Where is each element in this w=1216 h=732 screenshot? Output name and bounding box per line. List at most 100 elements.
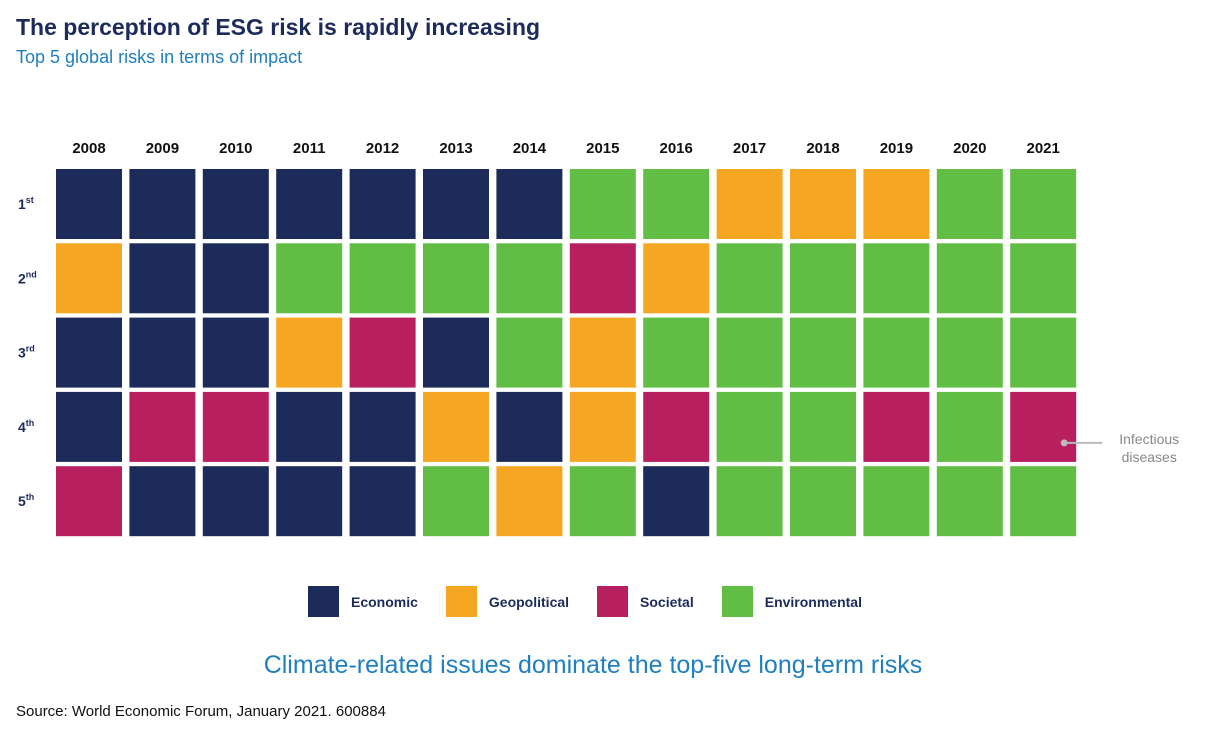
cell-2019-rank-4-societal (863, 391, 930, 462)
cell-2021-rank-1-environmental (1010, 169, 1077, 239)
cell-2010-rank-5-economic (202, 466, 269, 537)
cell-2020-rank-2-environmental (936, 243, 1003, 314)
cell-2010-rank-2-economic (202, 243, 269, 314)
cell-2015-rank-2-societal (569, 243, 636, 314)
cell-2018-rank-3-environmental (790, 317, 856, 388)
cell-2021-rank-2-environmental (1010, 243, 1077, 314)
cell-2016-rank-1-environmental (643, 169, 710, 239)
year-label-2021: 2021 (1027, 140, 1060, 157)
year-label-2015: 2015 (586, 140, 619, 157)
cell-2012-rank-3-societal (349, 317, 416, 388)
cell-2012-rank-5-economic (349, 466, 416, 537)
cell-2018-rank-4-environmental (790, 391, 856, 462)
cell-2013-rank-2-environmental (423, 243, 489, 314)
year-label-2019: 2019 (880, 140, 913, 157)
cell-2013-rank-3-economic (423, 317, 489, 388)
cell-2017-rank-1-geopolitical (716, 169, 783, 239)
annotation-text-0: Infectious diseases (1119, 431, 1179, 465)
cell-2016-rank-5-economic (643, 466, 710, 537)
cell-2011-rank-5-economic (276, 466, 343, 537)
cell-2014-rank-5-geopolitical (496, 466, 563, 537)
legend-label-societal: Societal (640, 593, 694, 610)
cell-2009-rank-4-societal (129, 391, 196, 462)
year-label-2013: 2013 (439, 140, 472, 157)
legend-label-economic: Economic (351, 593, 418, 610)
chart-title: The perception of ESG risk is rapidly in… (16, 14, 541, 40)
tagline: Climate-related issues dominate the top-… (263, 651, 923, 679)
year-label-2008: 2008 (72, 140, 105, 157)
cell-2019-rank-1-geopolitical (863, 169, 930, 239)
cell-2017-rank-4-environmental (716, 391, 783, 462)
cell-2010-rank-1-economic (202, 169, 269, 239)
cell-2014-rank-4-economic (496, 391, 563, 462)
cell-2015-rank-4-geopolitical (569, 391, 636, 462)
legend-item-geopolitical: Geopolitical (445, 586, 570, 617)
risk-heatmap: 2008 2009 2010 2011 2012 2013 2014 2015 2016 2017… (18, 140, 1179, 537)
cell-2019-rank-2-environmental (863, 243, 930, 314)
rank-label-5: 5th (18, 492, 34, 509)
year-label-2017: 2017 (733, 140, 766, 157)
cell-2011-rank-1-economic (276, 169, 343, 239)
year-label-2009: 2009 (146, 140, 179, 157)
legend-swatch-economic (308, 586, 339, 617)
legend-item-environmental: Environmental (721, 586, 862, 617)
cell-2017-rank-2-environmental (716, 243, 783, 314)
legend-label-environmental: Environmental (764, 593, 862, 610)
cell-2008-rank-1-economic (56, 169, 122, 239)
cell-2021-rank-3-environmental (1010, 317, 1077, 388)
cell-2012-rank-2-environmental (349, 243, 416, 314)
cell-2009-rank-5-economic (129, 466, 196, 537)
cell-2014-rank-3-environmental (496, 317, 563, 388)
cell-2011-rank-3-geopolitical (276, 317, 343, 388)
cell-2014-rank-1-economic (496, 169, 563, 239)
cell-2008-rank-5-societal (56, 466, 122, 537)
cell-2010-rank-4-societal (202, 391, 269, 462)
cell-2015-rank-5-environmental (569, 466, 636, 537)
cell-2018-rank-1-geopolitical (790, 169, 856, 239)
cell-2020-rank-1-environmental (936, 169, 1003, 239)
year-label-2014: 2014 (513, 140, 547, 157)
cell-2016-rank-2-geopolitical (643, 243, 710, 314)
cell-2012-rank-1-economic (349, 169, 416, 239)
cell-2008-rank-3-economic (56, 317, 122, 388)
legend-swatch-geopolitical (445, 586, 477, 617)
cell-2021-rank-5-environmental (1010, 466, 1077, 537)
cell-2015-rank-1-environmental (569, 169, 636, 239)
cell-2013-rank-4-geopolitical (423, 391, 489, 462)
rank-label-3: 3rd (18, 344, 35, 361)
cell-2011-rank-2-environmental (276, 243, 343, 314)
cell-2020-rank-3-environmental (936, 317, 1003, 388)
year-label-2010: 2010 (219, 140, 252, 157)
cell-2008-rank-2-geopolitical (56, 243, 122, 314)
cell-2014-rank-2-environmental (496, 243, 563, 314)
cell-2017-rank-3-environmental (716, 317, 783, 388)
cell-2013-rank-5-environmental (423, 466, 489, 537)
legend-swatch-environmental (721, 586, 753, 617)
cell-2019-rank-3-environmental (863, 317, 930, 388)
cell-2008-rank-4-economic (56, 391, 122, 462)
cell-2016-rank-4-societal (643, 391, 710, 462)
cell-2011-rank-4-economic (276, 391, 343, 462)
cell-2017-rank-5-environmental (716, 466, 783, 537)
cell-2015-rank-3-geopolitical (569, 317, 636, 388)
rank-label-2: 2nd (18, 269, 37, 286)
cell-2012-rank-4-economic (349, 391, 416, 462)
rank-label-4: 4th (18, 418, 34, 435)
rank-label-1: 1st (18, 195, 34, 212)
legend-swatch-societal (597, 586, 629, 617)
cell-2016-rank-3-environmental (643, 317, 710, 388)
legend-label-geopolitical: Geopolitical (488, 593, 570, 610)
cell-2009-rank-3-economic (129, 317, 196, 388)
cell-2019-rank-5-environmental (863, 466, 930, 537)
year-label-2012: 2012 (366, 140, 399, 157)
cell-2010-rank-3-economic (202, 317, 269, 388)
year-label-2018: 2018 (806, 140, 839, 157)
cell-2009-rank-1-economic (129, 169, 196, 239)
cell-2018-rank-2-environmental (790, 243, 856, 314)
year-label-2016: 2016 (660, 140, 693, 157)
cell-2009-rank-2-economic (129, 243, 196, 314)
cell-2021-rank-4-societal (1010, 391, 1077, 462)
year-label-2020: 2020 (953, 140, 986, 157)
year-label-2011: 2011 (293, 140, 326, 157)
cell-2020-rank-4-environmental (936, 391, 1003, 462)
